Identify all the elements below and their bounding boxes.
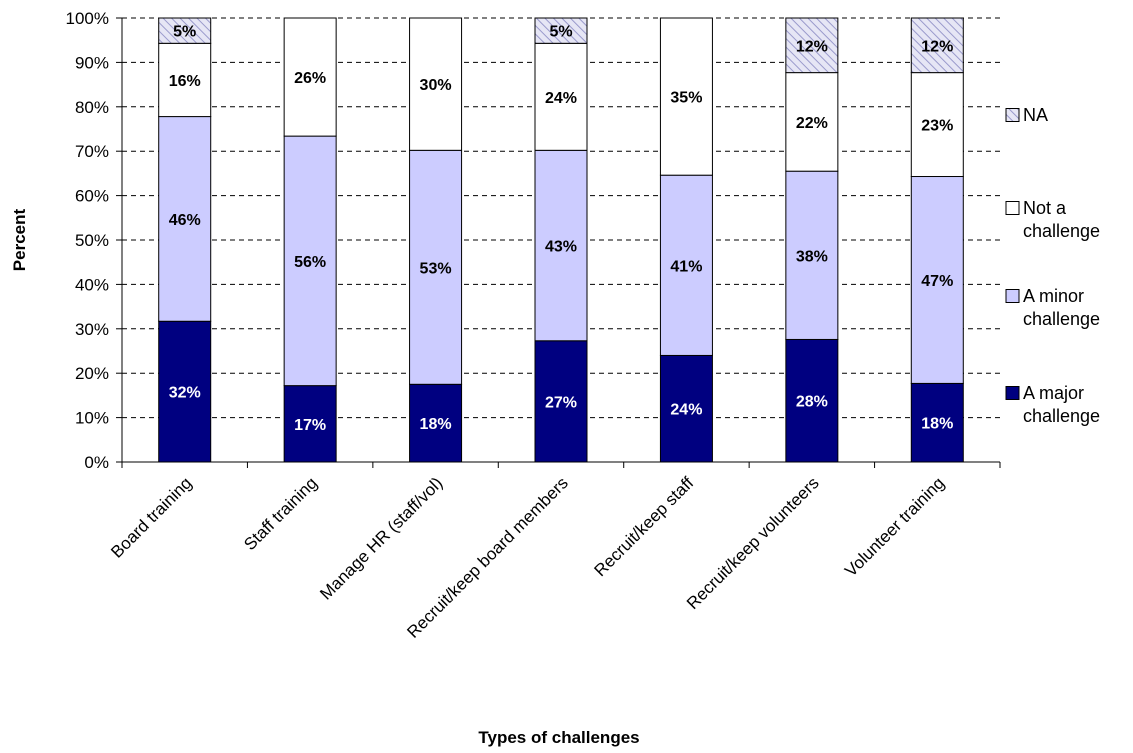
data-label: 47% (921, 273, 953, 290)
bar-segment (409, 17, 463, 151)
bar-segment (534, 42, 588, 151)
data-label: 22% (796, 115, 828, 132)
legend-swatch (1005, 386, 1020, 400)
data-label: 12% (796, 38, 828, 55)
bar-segment (785, 170, 839, 340)
y-tick-label: 10% (75, 409, 109, 428)
legend: NA Not a challenge A minor challenge A major c… (1005, 105, 1100, 426)
legend-label: A minor (1023, 286, 1084, 306)
bar-segment (158, 42, 212, 118)
bar-segment (659, 174, 713, 356)
legend-label: A major (1023, 383, 1084, 403)
bar-segment (534, 340, 588, 463)
legend-swatch (1005, 201, 1020, 215)
bar-segment (910, 176, 964, 384)
y-tick-label: 30% (75, 320, 109, 339)
y-axis: 0% 10% 20% 30% 40% 50% 60% 70% 80% 90% 100% (66, 9, 123, 472)
legend-label: Not a (1023, 198, 1067, 218)
data-label: 17% (294, 417, 326, 434)
data-label: 38% (796, 248, 828, 265)
data-label: 5% (173, 24, 196, 41)
data-label: 41% (670, 258, 702, 275)
x-tick-label: Staff training (240, 473, 321, 554)
data-label: 23% (921, 118, 953, 135)
bar-segment (659, 354, 713, 463)
data-label: 18% (921, 416, 953, 433)
bar-segment (785, 17, 839, 74)
bar-segment (659, 17, 713, 176)
y-axis-title: Percent (10, 208, 29, 271)
bar-segment (158, 116, 212, 322)
x-tick-label: Board training (107, 473, 195, 561)
data-label: 16% (169, 73, 201, 90)
data-label: 18% (420, 416, 452, 433)
bar-segment (785, 72, 839, 172)
bar-segment (910, 17, 964, 74)
legend-label: challenge (1023, 309, 1100, 329)
data-label: 56% (294, 254, 326, 271)
y-tick-label: 20% (75, 364, 109, 383)
bar-segment (910, 72, 964, 178)
y-tick-label: 90% (75, 53, 109, 72)
data-label: 28% (796, 394, 828, 411)
bar-segment (534, 17, 588, 44)
x-tick-label: Recruit/keep staff (590, 473, 697, 580)
y-tick-label: 70% (75, 142, 109, 161)
x-axis-title: Types of challenges (478, 728, 639, 747)
legend-label: NA (1023, 105, 1048, 125)
data-label: 27% (545, 394, 577, 411)
legend-label: challenge (1023, 406, 1100, 426)
data-label: 24% (670, 402, 702, 419)
x-tick-label: Manage HR (staff/vol) (316, 473, 446, 603)
data-label: 46% (169, 212, 201, 229)
bar-segment (283, 17, 337, 137)
y-tick-label: 0% (84, 453, 109, 472)
data-label: 26% (294, 70, 326, 87)
data-label: 53% (420, 260, 452, 277)
bar-segment (785, 338, 839, 463)
legend-label: challenge (1023, 221, 1100, 241)
y-tick-label: 50% (75, 231, 109, 250)
bar-segment (283, 135, 337, 387)
data-label: 35% (670, 90, 702, 107)
bar-segment (409, 149, 463, 385)
bar-segment (534, 149, 588, 342)
y-tick-label: 80% (75, 98, 109, 117)
y-tick-label: 100% (66, 9, 109, 28)
gridlines (122, 17, 1000, 419)
data-label: 5% (549, 24, 572, 41)
x-tick-label: Recruit/keep volunteers (683, 473, 823, 613)
legend-swatch (1005, 289, 1020, 303)
x-tick-label: Volunteer training (841, 473, 948, 580)
data-label: 12% (921, 38, 953, 55)
data-label: 24% (545, 90, 577, 107)
data-label: 32% (169, 385, 201, 402)
bar-segment (158, 17, 212, 44)
data-label: 30% (420, 77, 452, 94)
y-tick-label: 60% (75, 187, 109, 206)
data-label: 43% (545, 239, 577, 256)
legend-swatch (1005, 108, 1020, 122)
y-tick-label: 40% (75, 275, 109, 294)
